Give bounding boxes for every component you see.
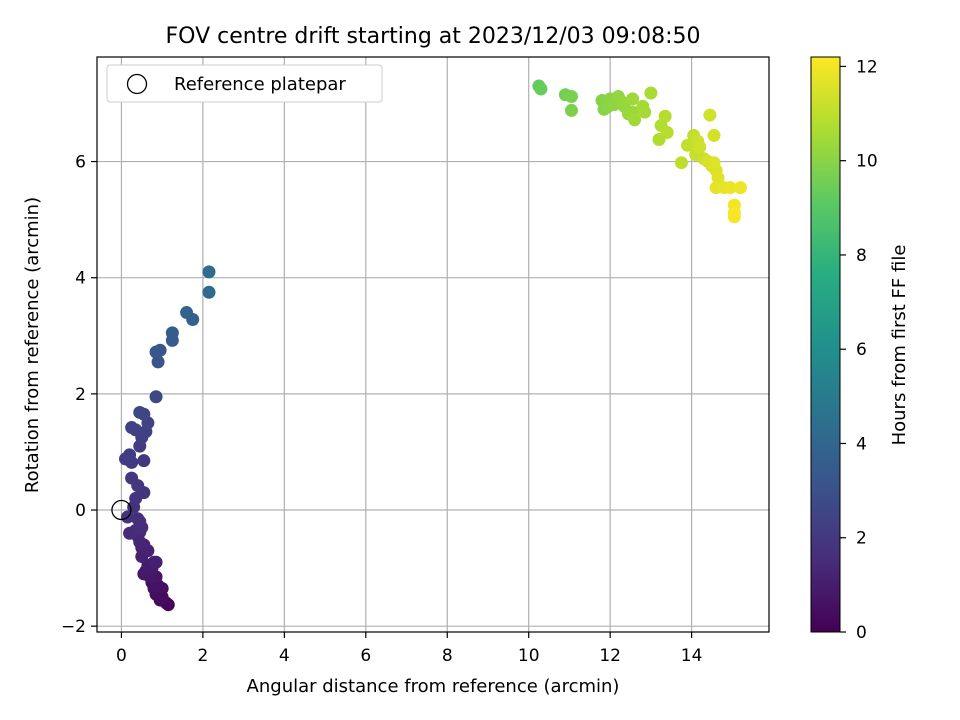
data-point	[202, 285, 216, 299]
reference-platepar-marker	[111, 499, 132, 521]
x-tick-label: 8	[442, 646, 453, 666]
data-point	[723, 181, 737, 195]
data-point	[615, 95, 629, 109]
y-tick-label: 6	[75, 153, 86, 173]
chart-title: FOV centre drift starting at 2023/12/03 …	[166, 24, 701, 49]
x-tick-label: 2	[197, 646, 208, 666]
colorbar: 0 2 4 6 8 10 12 Hours from first FF file	[810, 56, 910, 643]
data-point	[727, 210, 741, 224]
data-point	[644, 86, 658, 100]
data-point	[681, 138, 695, 152]
data-point	[147, 555, 161, 569]
x-tick-label: 6	[360, 646, 371, 666]
y-tick-label: −2	[61, 617, 86, 637]
scatter-points	[119, 79, 747, 612]
data-point	[165, 326, 179, 340]
y-tick-label: 4	[75, 269, 86, 289]
colorbar-tick-label: 6	[856, 340, 867, 360]
data-point	[564, 89, 578, 103]
legend: Reference platepar	[106, 64, 383, 103]
y-axis-ticks: −2 0 2 4 6	[61, 153, 97, 637]
data-point	[564, 103, 578, 117]
colorbar-label: Hours from first FF file	[889, 245, 910, 446]
data-point	[658, 109, 672, 123]
legend-marker-reference	[126, 73, 148, 95]
colorbar-tick-label: 12	[856, 57, 878, 77]
data-point	[660, 126, 674, 140]
x-tick-label: 4	[279, 646, 290, 666]
data-point	[628, 113, 642, 127]
data-point	[131, 512, 145, 526]
colorbar-ticks: 0 2 4 6 8 10 12	[840, 57, 878, 643]
data-point	[534, 82, 548, 96]
data-point	[674, 156, 688, 170]
legend-label-reference: Reference platepar	[174, 74, 346, 95]
legend-box	[106, 64, 383, 103]
colorbar-tick-label: 4	[856, 434, 867, 454]
data-point	[638, 105, 652, 119]
data-point	[149, 390, 163, 404]
data-point	[123, 448, 137, 462]
data-point	[202, 265, 216, 279]
data-point	[733, 181, 747, 195]
data-point	[693, 140, 707, 154]
colorbar-tick-label: 8	[856, 246, 867, 266]
data-point	[125, 421, 139, 435]
x-tick-label: 10	[518, 646, 540, 666]
data-point	[711, 171, 725, 185]
data-point	[707, 156, 721, 170]
colorbar-gradient	[810, 56, 841, 633]
data-point	[703, 108, 717, 122]
data-point	[133, 405, 147, 419]
x-tick-label: 12	[599, 646, 621, 666]
data-point	[137, 454, 151, 468]
data-point	[707, 128, 721, 142]
x-tick-label: 14	[681, 646, 703, 666]
colorbar-tick-label: 0	[856, 623, 867, 643]
y-tick-label: 0	[75, 501, 86, 521]
y-tick-label: 2	[75, 385, 86, 405]
data-point	[626, 92, 640, 106]
data-point	[125, 471, 139, 485]
data-point	[180, 306, 194, 320]
data-point	[151, 355, 165, 369]
y-axis-label: Rotation from reference (arcmin)	[22, 197, 43, 493]
x-axis-ticks: 0 2 4 6 8 10 12 14	[116, 632, 702, 666]
colorbar-tick-label: 2	[856, 529, 867, 549]
plot-area	[96, 56, 770, 633]
x-axis-label: Angular distance from reference (arcmin)	[247, 676, 620, 697]
x-tick-label: 0	[116, 646, 127, 666]
colorbar-tick-label: 10	[856, 152, 878, 172]
data-point	[149, 345, 163, 359]
